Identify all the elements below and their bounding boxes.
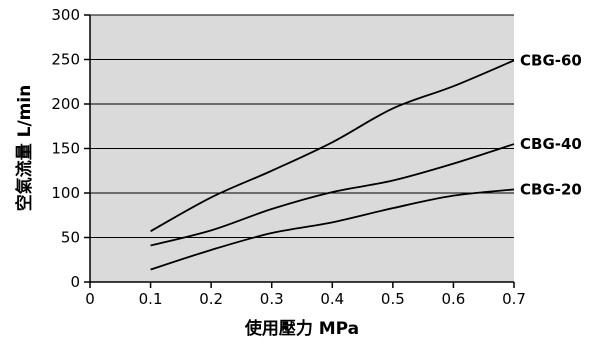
x-tick-label: 0.3 [260,290,284,308]
y-tick-label: 50 [61,229,80,247]
x-tick-label: 0 [85,290,95,308]
series-labels: CBG-60 CBG-40 CBG-20 [520,51,582,198]
ticks: 0 50 100 150 200 250 300 0 0.1 0.2 0.3 0.4 0.5 0.6 0.7 [51,6,526,308]
series-line-cbg-20 [150,188,515,271]
x-tick-label: 0.4 [320,290,344,308]
series-label-cbg-40: CBG-40 [520,135,582,153]
grid-lines [90,14,514,238]
x-axis-title: 使用壓力 MPa [244,318,359,339]
y-tick-label: 150 [51,140,80,158]
series-line-cbg-60 [150,59,515,233]
y-axis-title: 空氣流量 L/min [14,85,35,212]
x-tick-label: 0.6 [441,290,465,308]
y-tick-label: 200 [51,95,80,113]
x-tick-label: 0.5 [381,290,405,308]
y-tick-label: 0 [70,273,80,291]
series-line-cbg-40 [150,143,515,247]
series-label-cbg-60: CBG-60 [520,51,582,69]
series-label-cbg-20: CBG-20 [520,180,582,198]
y-tick-label: 100 [51,184,80,202]
x-tick-label: 0.7 [502,290,526,308]
x-tick-label: 0.1 [139,290,163,308]
y-tick-label: 300 [51,6,80,24]
y-tick-label: 250 [51,51,80,69]
series-lines [150,59,515,271]
x-tick-label: 0.2 [199,290,223,308]
